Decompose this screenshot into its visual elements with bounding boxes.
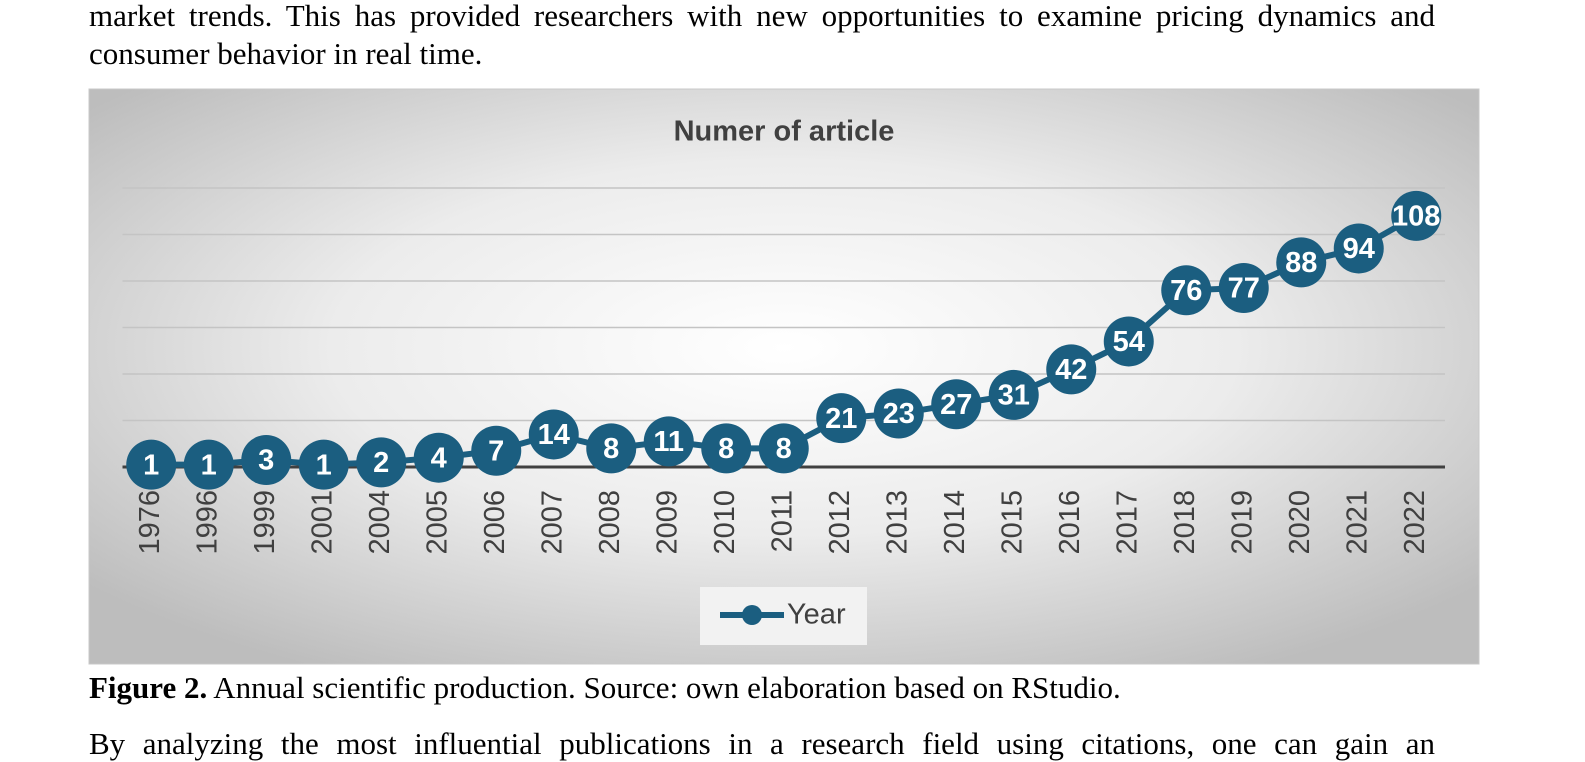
x-tick-label: 2012 xyxy=(824,490,856,555)
x-tick-label: 2009 xyxy=(651,490,683,555)
data-label: 54 xyxy=(1113,326,1145,358)
x-tick-label: 2011 xyxy=(766,490,798,552)
marker xyxy=(413,432,464,483)
x-tick-label: 2016 xyxy=(1054,490,1086,555)
x-tick-label: 2015 xyxy=(996,490,1028,555)
marker xyxy=(126,439,177,490)
data-label: 3 xyxy=(258,445,274,477)
paragraph-line: consumer behavior in real time. xyxy=(89,36,483,71)
data-label: 1 xyxy=(316,449,332,481)
data-label: 77 xyxy=(1228,273,1260,305)
paragraph-line: By analyzing the most influential public… xyxy=(89,726,1435,761)
caption-text: Annual scientific production. Source: ow… xyxy=(213,670,1121,705)
data-label: 42 xyxy=(1055,354,1087,386)
data-label: 88 xyxy=(1285,247,1317,279)
data-label: 8 xyxy=(603,433,619,465)
x-tick-label: 2008 xyxy=(594,490,626,555)
marker xyxy=(241,435,292,486)
marker xyxy=(873,388,924,439)
marker xyxy=(988,369,1039,420)
marker xyxy=(816,393,867,444)
x-tick-label: 2010 xyxy=(709,490,741,555)
marker xyxy=(586,423,637,474)
data-label: 8 xyxy=(776,433,792,465)
data-label: 27 xyxy=(940,389,972,421)
marker xyxy=(183,439,234,490)
marker xyxy=(356,437,407,488)
x-tick-label: 2020 xyxy=(1284,490,1316,555)
x-tick-label: 2019 xyxy=(1226,490,1258,555)
marker xyxy=(931,379,982,430)
x-tick-label: 2001 xyxy=(306,490,338,555)
data-label: 1 xyxy=(201,449,217,481)
x-tick-label: 1996 xyxy=(191,490,223,555)
x-tick-label: 2006 xyxy=(479,490,511,555)
marker xyxy=(1218,262,1269,313)
chart-title: Numer of article xyxy=(674,116,895,148)
data-label: 31 xyxy=(998,380,1030,412)
x-tick-label: 1976 xyxy=(134,490,166,555)
x-tick-label: 2005 xyxy=(421,490,453,555)
data-label: 94 xyxy=(1343,233,1375,265)
x-tick-label: 2007 xyxy=(536,490,568,555)
x-tick-label: 2004 xyxy=(364,490,396,555)
marker xyxy=(1046,344,1097,395)
data-label: 21 xyxy=(825,403,857,435)
x-tick-label: 2013 xyxy=(881,490,913,555)
legend-label: Year xyxy=(787,599,846,631)
marker xyxy=(643,416,694,467)
marker xyxy=(701,423,752,474)
marker xyxy=(1333,223,1384,274)
marker xyxy=(758,423,809,474)
marker xyxy=(1103,316,1154,367)
caption: Figure 2. Annual scientific production. … xyxy=(89,670,1435,706)
chart-area xyxy=(88,88,1480,665)
marker xyxy=(298,439,349,490)
data-label: 108 xyxy=(1392,201,1440,233)
data-label: 2 xyxy=(373,447,389,479)
data-label: 11 xyxy=(653,426,684,458)
data-label: 8 xyxy=(718,433,734,465)
marker xyxy=(528,409,579,460)
data-label: 23 xyxy=(883,398,915,430)
chart: Numer of article 1976 1996 1999 2001 2004 200… xyxy=(88,88,1480,665)
x-tick-label: 2014 xyxy=(939,490,971,555)
caption-label: Figure 2. xyxy=(89,670,208,705)
marker xyxy=(471,425,522,476)
x-tick-label: 2018 xyxy=(1169,490,1201,555)
x-tick-label: 1999 xyxy=(249,490,281,555)
marker xyxy=(1161,265,1212,316)
x-tick-label: 2021 xyxy=(1341,490,1373,555)
data-label: 1 xyxy=(143,449,159,481)
data-label: 4 xyxy=(431,442,447,474)
x-tick-label: 2022 xyxy=(1399,490,1431,555)
data-label: 7 xyxy=(488,435,504,467)
paragraph-line: market trends. This has provided researc… xyxy=(89,0,1435,33)
marker xyxy=(1391,190,1442,241)
x-tick-label: 2017 xyxy=(1111,490,1143,555)
legend-marker xyxy=(742,605,762,625)
marker xyxy=(1276,237,1327,288)
data-label: 76 xyxy=(1170,275,1202,307)
data-label: 14 xyxy=(538,419,570,451)
